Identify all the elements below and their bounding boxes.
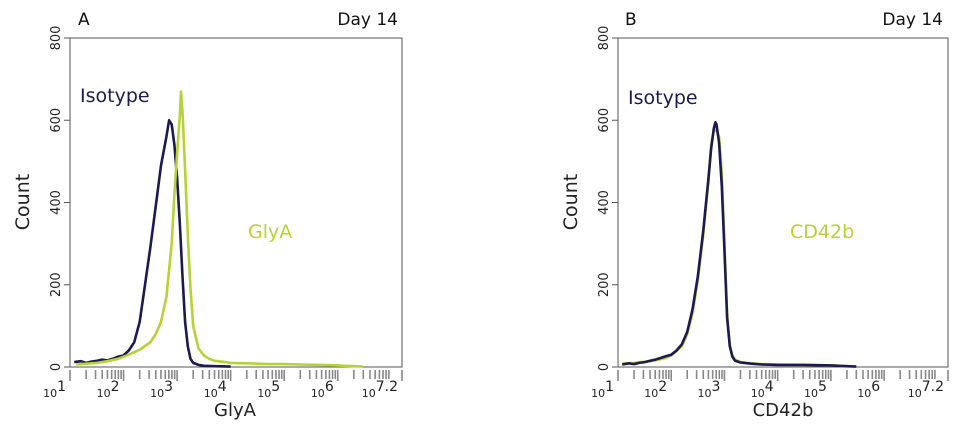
y-tick-label: 0 — [597, 363, 612, 371]
y-tick-label: 0 — [49, 363, 64, 371]
y-tick-label: 600 — [49, 108, 64, 133]
y-tick-label: 800 — [49, 26, 64, 51]
x-tick-label: 106 — [311, 379, 334, 400]
series-line-isotype — [74, 119, 231, 368]
x-tick-label: 101 — [591, 379, 614, 400]
series-line-glya — [75, 90, 364, 368]
x-axis-label: CD42b — [753, 400, 814, 421]
x-tick-label: 101 — [43, 379, 66, 400]
x-tick-label: 102 — [97, 379, 120, 400]
series-label-cd42b: CD42b — [790, 221, 854, 243]
panel-letter: A — [78, 10, 90, 30]
y-tick-label: 400 — [49, 190, 64, 215]
series-label-isotype: Isotype — [80, 85, 150, 107]
x-tick-label: 107.2 — [908, 379, 944, 400]
series-label-glya: GlyA — [248, 221, 292, 243]
day-annotation: Day 14 — [337, 10, 398, 30]
x-tick-label: 104 — [751, 379, 774, 400]
series-label-isotype: Isotype — [628, 87, 698, 109]
panel-letter: B — [625, 10, 637, 30]
y-axis-label: Count — [560, 174, 582, 230]
panel-a: A Day 14 Count GlyA 0 200 400 600 800 101 102 1… — [12, 10, 403, 421]
x-tick-label: 106 — [857, 379, 880, 400]
x-tick-label: 104 — [204, 379, 227, 400]
x-tick-label: 105 — [804, 379, 827, 400]
y-tick-label: 800 — [597, 26, 612, 51]
y-tick-label: 200 — [597, 272, 612, 297]
series-line-isotype — [621, 121, 857, 368]
y-tick-label: 600 — [597, 108, 612, 133]
x-tick-label: 102 — [644, 379, 667, 400]
y-tick-label: 400 — [597, 190, 612, 215]
y-axis-label: Count — [12, 174, 34, 230]
x-axis-label: GlyA — [214, 400, 257, 421]
y-tick-label: 200 — [49, 272, 64, 297]
panel-b: B Day 14 Count CD42b 0 200 400 600 800 101 102… — [560, 10, 949, 421]
x-tick-label: 103 — [698, 379, 721, 400]
x-tick-label: 105 — [257, 379, 280, 400]
x-tick-label: 107.2 — [362, 379, 398, 400]
day-annotation: Day 14 — [882, 10, 943, 30]
x-tick-label: 103 — [150, 379, 173, 400]
series-line-cd42b — [622, 129, 847, 368]
